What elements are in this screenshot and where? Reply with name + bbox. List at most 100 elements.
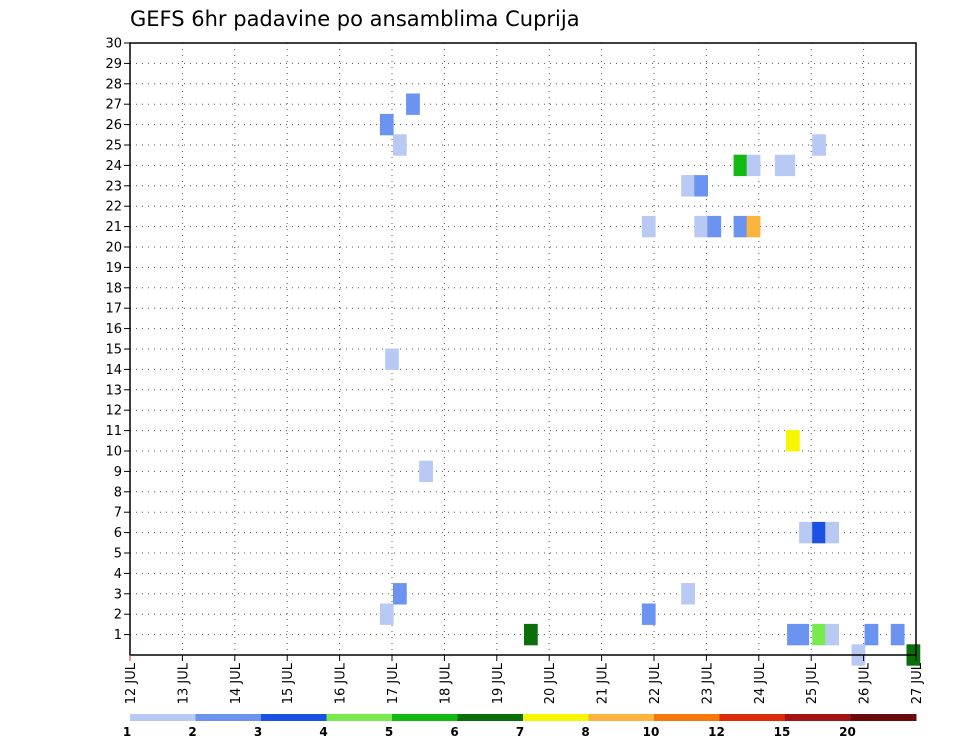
y-tick-label: 22: [105, 200, 122, 215]
y-tick-label: 29: [105, 57, 122, 72]
colorbar-tick-label: 3: [254, 725, 262, 739]
x-axis: 12 JUL 13 JUL 14 JUL 15 JUL 16 JUL 17 JUL 18 J…: [124, 655, 925, 704]
y-tick-label: 23: [105, 179, 122, 194]
y-tick-label: 16: [105, 322, 122, 337]
x-tick-label: 16 JUL: [334, 662, 349, 704]
x-tick-label: 13 JUL: [176, 662, 191, 704]
colorbar-swatch: [785, 714, 851, 721]
colorbar-tick-label: 8: [581, 725, 589, 739]
x-tick-label: 20 JUL: [543, 662, 558, 704]
x-tick-label: 14 JUL: [229, 662, 244, 704]
data-cell: [746, 154, 761, 177]
data-cell: [825, 521, 840, 544]
data-cell: [694, 175, 709, 197]
data-cell: [681, 583, 695, 605]
colorbar-swatch: [588, 714, 655, 721]
x-tick-label: 12 JUL: [124, 662, 139, 704]
y-tick-label: 28: [105, 77, 122, 92]
data-cell: [746, 215, 761, 238]
colorbar-swatch: [719, 714, 786, 721]
data-cell: [523, 623, 538, 646]
data-cell: [890, 623, 905, 646]
y-tick-label: 5: [114, 547, 122, 562]
x-tick-label: 27 JUL: [910, 662, 925, 704]
x-tick-label: 22 JUL: [648, 662, 663, 704]
data-cell: [733, 154, 748, 177]
data-cell: [392, 583, 407, 605]
data-cell: [707, 215, 722, 238]
x-tick-label: 15 JUL: [281, 662, 296, 704]
colorbar-swatch: [326, 714, 393, 721]
x-tick-label: 17 JUL: [386, 662, 401, 704]
colorbar-swatch: [523, 714, 589, 721]
data-cell: [733, 215, 748, 238]
y-tick-label: 15: [105, 343, 122, 358]
colorbar-swatch: [195, 714, 262, 721]
plot-frame: [129, 42, 917, 656]
data-cell: [799, 521, 813, 544]
data-cell: [694, 215, 709, 238]
data-cell: [825, 623, 840, 646]
y-tick-label: 8: [114, 485, 122, 500]
data-cell: [812, 134, 826, 156]
colorbar-tick-label: 7: [516, 725, 524, 739]
data-cell: [379, 113, 394, 136]
data-cell: [812, 521, 826, 544]
data-cell: [392, 134, 407, 156]
data-cell: [385, 348, 399, 370]
y-tick-label: 2: [114, 608, 122, 623]
data-cell: [787, 623, 810, 646]
colorbar-tick-label: 10: [643, 725, 660, 739]
colorbar-swatch: [261, 714, 327, 721]
colorbar-tick-label: 20: [839, 725, 856, 739]
colorbar-tick-label: 2: [188, 725, 196, 739]
x-tick-label: 18 JUL: [438, 662, 453, 704]
data-cell: [864, 623, 879, 646]
x-tick-label: 24 JUL: [753, 662, 768, 704]
y-tick-label: 10: [105, 445, 122, 460]
y-tick-label: 26: [105, 118, 122, 133]
x-tick-label: 21 JUL: [596, 662, 611, 704]
y-tick-label: 17: [105, 302, 122, 317]
chart-title: GEFS 6hr padavine po ansamblima Cuprija: [130, 7, 580, 31]
y-tick-label: 13: [105, 383, 122, 398]
data-cell: [641, 215, 656, 238]
data-cell: [812, 623, 826, 646]
y-tick-label: 19: [105, 261, 122, 276]
x-tick-label: 23 JUL: [700, 662, 715, 704]
data-cells: [379, 93, 921, 666]
y-tick-label: 25: [105, 139, 122, 154]
colorbar-tick-label: 6: [450, 725, 458, 739]
x-tick-label: 26 JUL: [858, 662, 873, 704]
data-cell: [785, 430, 800, 452]
data-cell: [641, 603, 656, 625]
y-tick-label: 3: [114, 587, 122, 602]
colorbar-swatch: [850, 714, 917, 721]
y-tick-label: 21: [105, 220, 122, 235]
data-cell: [406, 93, 420, 115]
colorbar-swatch: [392, 714, 458, 721]
y-tick-label: 20: [105, 241, 122, 256]
y-tick-label: 14: [105, 363, 122, 378]
y-axis: 1234567891011121314151617181920212223242…: [105, 37, 130, 643]
colorbar-swatch: [130, 714, 196, 721]
y-tick-label: 12: [105, 404, 122, 419]
x-tick-label: 25 JUL: [805, 662, 820, 704]
y-tick-label: 7: [114, 506, 122, 521]
colorbar-tick-label: 5: [385, 725, 393, 739]
y-tick-label: 30: [105, 37, 122, 52]
colorbar-swatch: [654, 714, 720, 721]
data-cell: [419, 460, 433, 483]
data-cell: [379, 603, 394, 625]
y-tick-label: 24: [105, 159, 122, 174]
grid-lines: [129, 42, 917, 655]
colorbar-tick-label: 15: [774, 725, 791, 739]
colorbar-tick-label: 1: [123, 725, 131, 739]
y-tick-label: 6: [114, 526, 122, 541]
y-tick-label: 18: [105, 281, 122, 296]
colorbar-tick-label: 12: [708, 725, 725, 739]
x-tick-label: 19 JUL: [491, 662, 506, 704]
colorbar-swatch: [457, 714, 524, 721]
colorbar-tick-label: 4: [319, 725, 327, 739]
